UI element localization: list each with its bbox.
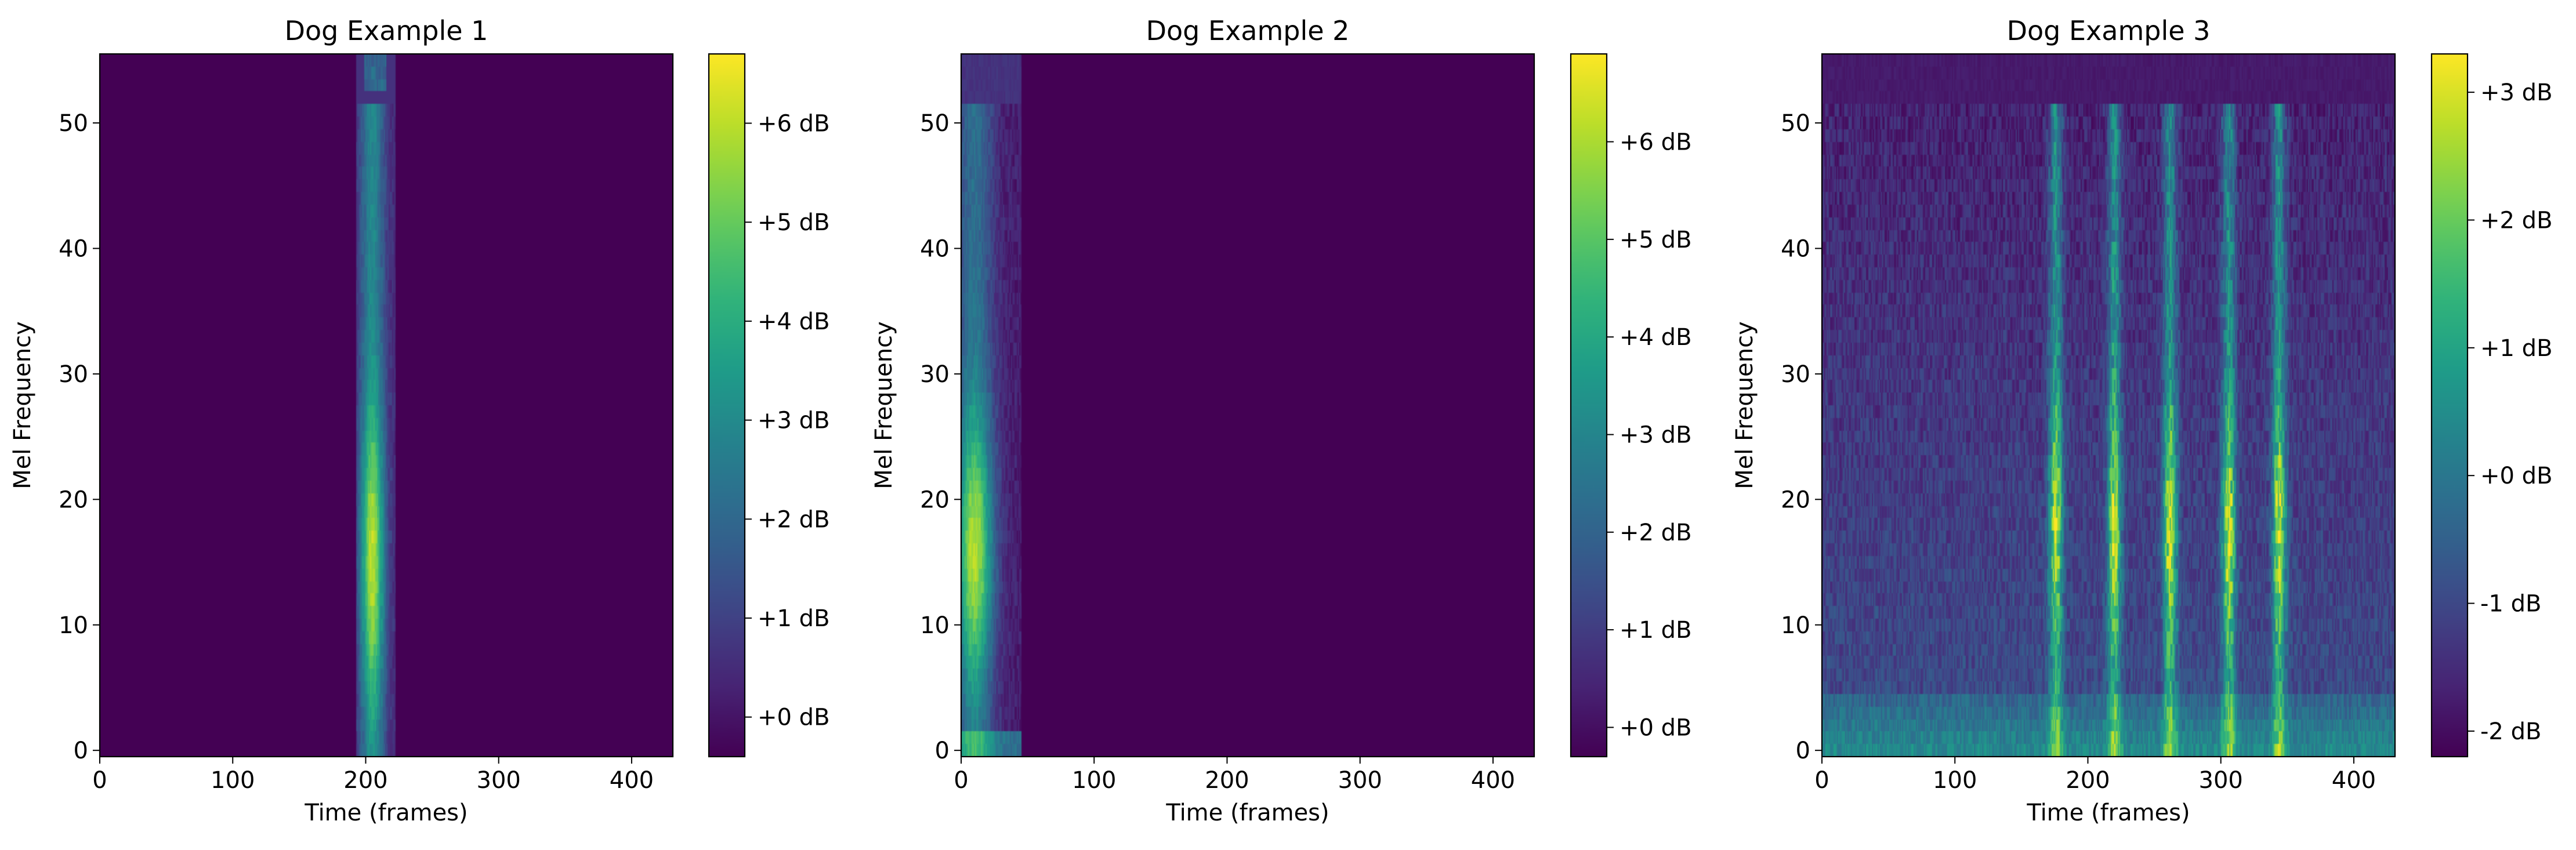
colorbar-tick-label: +0 dB	[2480, 463, 2553, 489]
y-axis-label: Mel Frequency	[1731, 321, 1758, 489]
colorbar-tick-label: +0 dB	[1619, 715, 1692, 742]
x-tick-label: 0	[1814, 767, 1829, 794]
y-tick-label: 30	[59, 361, 88, 388]
colorbar-tick-label: +3 dB	[1619, 422, 1692, 449]
colorbar-frame	[1570, 53, 1608, 758]
chart-title: Dog Example 2	[1146, 15, 1350, 46]
y-tick-label: 50	[59, 110, 88, 137]
colorbar-tick-label: +6 dB	[1619, 129, 1692, 156]
x-tick-label: 0	[92, 767, 107, 794]
colorbar-tick-label: +5 dB	[1619, 227, 1692, 253]
y-tick-label: 10	[1781, 612, 1810, 639]
colorbar-tick-label: +3 dB	[758, 408, 830, 434]
x-tick-label: 200	[343, 767, 387, 794]
plot-frame	[99, 53, 674, 758]
colorbar-tick-label: +2 dB	[2480, 207, 2553, 234]
x-tick-label: 400	[1471, 767, 1515, 794]
colorbar-frame	[2430, 53, 2469, 758]
x-axis-label: Time (frames)	[1165, 800, 1329, 826]
y-tick-label: 10	[59, 612, 88, 639]
chart-panel-2: Dog Example 2 0 100 200 300 400 0 10 20 30 40 50 Tim…	[871, 15, 1692, 826]
x-tick-label: 0	[954, 767, 968, 794]
y-tick-label: 30	[1781, 361, 1810, 388]
x-tick-label: 100	[1072, 767, 1116, 794]
x-axis-label: Time (frames)	[2026, 800, 2190, 826]
y-tick-label: 40	[1781, 235, 1810, 262]
x-tick-label: 400	[2332, 767, 2376, 794]
x-tick-label: 300	[1338, 767, 1382, 794]
y-tick-label: 0	[74, 738, 88, 764]
y-tick-label: 20	[59, 486, 88, 513]
x-tick-label: 300	[2199, 767, 2243, 794]
plot-frame	[1821, 53, 2396, 758]
y-tick-label: 40	[920, 235, 950, 262]
colorbar-tick-label: +1 dB	[1619, 617, 1692, 644]
y-tick-label: 20	[1781, 486, 1810, 513]
plot-frame	[960, 53, 1535, 758]
colorbar-tick-label: +1 dB	[2480, 335, 2553, 362]
y-axis-label: Mel Frequency	[871, 321, 897, 489]
y-axis-label: Mel Frequency	[9, 321, 36, 489]
colorbar-tick-label: +6 dB	[758, 110, 830, 137]
colorbar-tick-label: +4 dB	[758, 308, 830, 335]
heatmap-image	[1822, 54, 2395, 757]
colorbar-gradient	[709, 54, 745, 757]
y-tick-label: 30	[920, 361, 950, 388]
heatmap-image	[100, 54, 673, 757]
x-tick-label: 300	[477, 767, 521, 794]
heatmap-image	[961, 54, 1534, 757]
colorbar-tick-label: +0 dB	[758, 704, 830, 731]
x-tick-label: 400	[610, 767, 654, 794]
colorbar-gradient	[1571, 54, 1607, 757]
x-tick-label: 100	[1933, 767, 1977, 794]
x-tick-label: 200	[1205, 767, 1249, 794]
colorbar-tick-label: -2 dB	[2480, 718, 2541, 745]
chart-title: Dog Example 3	[2007, 15, 2211, 46]
colorbar-frame	[708, 53, 746, 758]
colorbar-tick-label: +2 dB	[758, 506, 830, 533]
y-tick-label: 50	[920, 110, 950, 137]
chart-panel-3: Dog Example 3 0 100 200 300 400 0 10 20 30 40 50 Tim…	[1731, 15, 2553, 826]
colorbar-tick-label: +2 dB	[1619, 520, 1692, 546]
y-tick-label: 0	[1796, 738, 1810, 764]
y-tick-label: 0	[935, 738, 950, 764]
colorbar-tick-label: +5 dB	[758, 209, 830, 236]
colorbar-gradient	[2432, 54, 2468, 757]
chart-panel-1: Dog Example 1 0 100 200 300 400 0 10 20 30 40 50 Tim…	[9, 15, 830, 826]
colorbar-tick-label: +4 dB	[1619, 324, 1692, 351]
y-tick-label: 10	[920, 612, 950, 639]
x-axis-label: Time (frames)	[304, 800, 468, 826]
y-tick-label: 40	[59, 235, 88, 262]
colorbar-tick-label: +1 dB	[758, 605, 830, 632]
chart-title: Dog Example 1	[285, 15, 488, 46]
x-tick-label: 100	[211, 767, 255, 794]
y-tick-label: 20	[920, 486, 950, 513]
colorbar-tick-label: +3 dB	[2480, 79, 2553, 106]
colorbar-tick-label: -1 dB	[2480, 591, 2541, 617]
x-tick-label: 200	[2066, 767, 2110, 794]
y-tick-label: 50	[1781, 110, 1810, 137]
